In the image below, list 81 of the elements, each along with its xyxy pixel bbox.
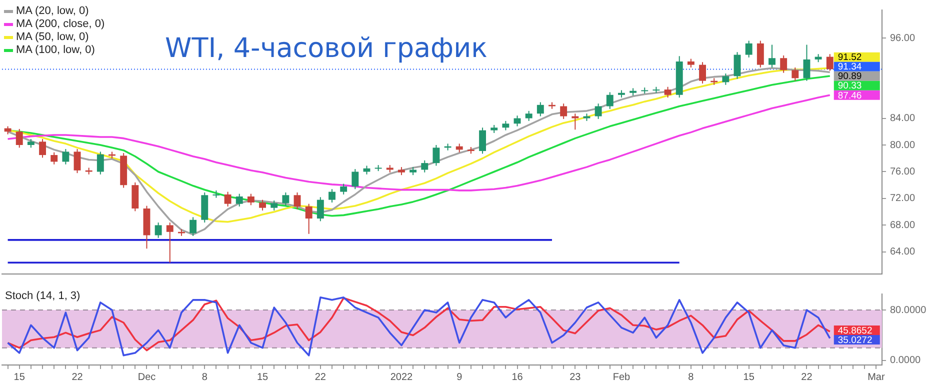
candlestick <box>212 190 220 198</box>
candlestick <box>259 199 266 212</box>
candlestick <box>780 54 788 74</box>
x-tick-label: 15 <box>743 372 755 383</box>
candlestick <box>352 168 359 190</box>
candlestick <box>734 52 741 80</box>
x-tick-label: 8 <box>202 372 208 383</box>
ref-line-label: 91.34 <box>838 62 862 73</box>
y-tick-label: 76.00 <box>890 166 916 178</box>
data-label: 90.33 <box>838 80 862 92</box>
candlestick <box>745 40 752 58</box>
candlestick <box>792 66 799 82</box>
candlestick <box>62 148 70 165</box>
data-label: 91.52 <box>838 52 862 64</box>
candlestick <box>560 103 568 120</box>
x-tick-label: 22 <box>72 372 84 383</box>
legend-label: MA (50, low, 0) <box>16 31 89 43</box>
candlestick <box>166 222 174 264</box>
candlestick <box>328 188 336 203</box>
candlestick <box>74 148 81 174</box>
candlestick <box>190 216 197 236</box>
data-label: 90.89 <box>838 71 862 82</box>
candlestick <box>294 192 301 210</box>
x-tick-label: 23 <box>570 372 582 383</box>
candlestick <box>826 54 834 72</box>
x-tick-label: Feb <box>612 372 631 383</box>
candlestick <box>316 196 324 222</box>
candlestick <box>16 128 23 148</box>
candlestick <box>224 191 232 207</box>
data-label: 35.0272 <box>838 334 872 346</box>
y-tick-label: 80.0000 <box>890 304 927 316</box>
candlestick <box>50 152 58 165</box>
candlestick <box>132 182 139 212</box>
data-label: 87.46 <box>838 90 862 102</box>
candlestick <box>664 86 672 98</box>
x-tick-label: 15 <box>256 372 269 383</box>
x-tick-label: 2022 <box>390 372 414 383</box>
candlestick <box>236 193 243 207</box>
x-tick-label: 15 <box>14 372 26 383</box>
candlestick <box>525 110 532 122</box>
candlestick <box>432 144 440 166</box>
candlestick <box>502 120 510 131</box>
x-tick-label: 16 <box>512 372 524 383</box>
candlestick <box>606 92 614 110</box>
x-tick-label: 8 <box>688 372 694 383</box>
y-tick-label: 68.00 <box>890 220 916 231</box>
candlestick <box>39 138 46 158</box>
legend-label: MA (200, close, 0) <box>16 18 105 30</box>
y-tick-label: 0.0000 <box>890 355 922 366</box>
x-tick-label: 22 <box>314 372 326 383</box>
candlestick <box>282 192 290 206</box>
candlestick <box>756 40 764 68</box>
candlestick <box>594 103 602 120</box>
candlestick <box>270 200 278 212</box>
y-tick-label: 84.00 <box>890 113 916 124</box>
candlestick <box>340 183 348 195</box>
candlestick <box>247 193 254 206</box>
candlestick <box>699 62 706 84</box>
x-tick-label: Mar <box>868 372 886 383</box>
legend-label: MA (20, low, 0) <box>16 5 89 17</box>
candlestick <box>536 102 544 117</box>
text: WTI, 4-часовой график <box>165 33 488 64</box>
candlestick <box>479 127 486 154</box>
x-tick-label: 9 <box>456 372 463 383</box>
candlestick <box>572 113 579 130</box>
candlestick <box>154 222 162 238</box>
y-tick-label: 96.00 <box>890 32 916 44</box>
candlestick <box>803 44 810 82</box>
x-tick-label: 22 <box>801 372 813 383</box>
candlestick <box>96 151 104 175</box>
candlestick <box>305 203 312 234</box>
data-label: 45.8652 <box>838 325 872 336</box>
candlestick <box>722 72 730 86</box>
candlestick <box>421 160 428 173</box>
x-tick-label: Dec <box>138 372 156 383</box>
chart-title: Stoch (14, 1, 3) <box>5 290 80 302</box>
legend-label: MA (100, low, 0) <box>16 44 95 56</box>
y-tick-label: 64.00 <box>890 246 916 258</box>
y-tick-label: 72.00 <box>890 193 916 204</box>
candlestick <box>768 44 776 68</box>
y-tick-label: 80.00 <box>890 140 916 151</box>
